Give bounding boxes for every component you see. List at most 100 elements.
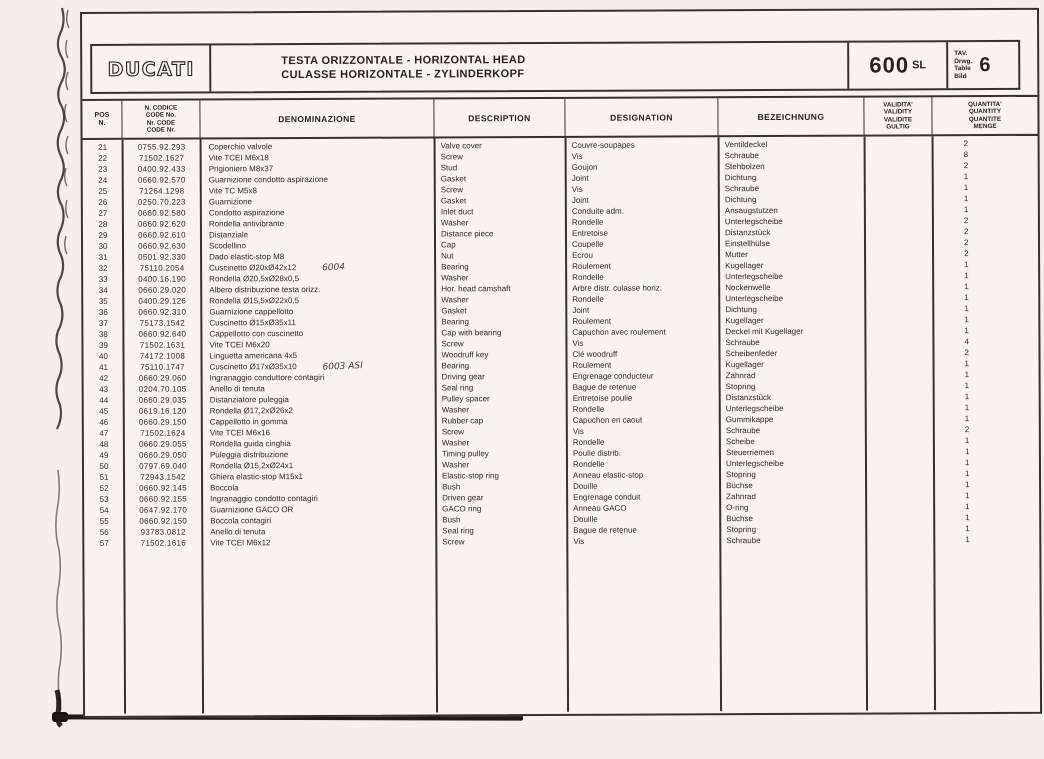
table-cell: 1 (964, 447, 970, 457)
table-cell: 1 (965, 513, 970, 523)
table-cell (865, 270, 933, 281)
table-cell: Rondelle (572, 459, 605, 469)
table-cell (866, 534, 934, 545)
table-cell: 1 (963, 172, 969, 182)
model-badge: 600 SL (849, 42, 949, 89)
model-number: 600 (869, 52, 910, 78)
table-cell: Woodruff key (441, 350, 489, 360)
table-cell: 48 (99, 439, 109, 449)
table-cell: GACO ring (442, 504, 482, 514)
table-cell (865, 336, 933, 347)
table-cell: 30 (98, 241, 108, 251)
table-cell: 55 (99, 516, 109, 526)
table-cell: 54 (99, 505, 109, 515)
svg-text:DUCATI: DUCATI (107, 59, 195, 81)
table-cell: 71502.1624 (140, 428, 186, 438)
table-cell: Screw (442, 537, 465, 547)
table-body-rows: 21 0755.92.293 Coperchio valvole Valve cove… (83, 138, 1040, 549)
table-cell: 0660.29.150 (138, 417, 187, 427)
table-cell: 22 (98, 153, 108, 163)
table-cell: 1 (964, 271, 969, 281)
table-cell: 0660.92.630 (138, 241, 186, 251)
page-title: TESTA ORIZZONTALE - HORIZONTAL HEAD CULA… (211, 42, 850, 92)
table-cell: 29 (98, 230, 108, 240)
table-cell (865, 138, 933, 149)
drawing-labels: TAV. Drwg. Table Bild (954, 50, 973, 80)
table-cell (866, 501, 934, 512)
table-cell: 1 (964, 282, 969, 292)
table-cell (865, 347, 933, 358)
table-cell (866, 490, 934, 501)
table-cell: 1 (964, 370, 970, 380)
table-cell: Washer (441, 295, 469, 305)
table-cell: Driving gear (441, 372, 485, 382)
table-cell: Rondelle (572, 294, 604, 304)
col-header-bezeichnung: BEZEICHNUNG (718, 97, 865, 136)
table-cell: Büchse (726, 481, 753, 491)
table-cell (865, 149, 933, 160)
table-cell (866, 435, 934, 446)
table-cell: Anneau GACO (573, 503, 627, 513)
table-cell: Büchse (726, 514, 753, 524)
table-cell: 35 (98, 296, 108, 306)
table-cell: Washer (441, 405, 470, 415)
table-cell: Stud (440, 163, 458, 173)
table-cell (866, 402, 934, 413)
table-cell: 0660.92.620 (138, 219, 186, 229)
table-cell: Einstellhülse (724, 238, 770, 249)
table-cell: Bague de retenue (573, 525, 637, 535)
table-cell: 44 (99, 395, 109, 405)
table-cell: Poulie distrib. (572, 448, 621, 458)
table-cell: 1 (963, 183, 969, 193)
table-cell: Seal ring (441, 383, 474, 393)
table-cell: 1 (964, 315, 969, 325)
table-cell: Vis (572, 338, 584, 348)
table-cell: Anneau elastic-stop (573, 470, 644, 480)
table-cell (866, 457, 934, 468)
table-cell: Mutter (725, 250, 748, 260)
table-cell: Inlet duct (440, 207, 474, 217)
table-cell: Zahnrad (726, 492, 756, 502)
table-cell: Unterlegscheibe (724, 216, 783, 227)
table-cell: 2 (963, 227, 969, 237)
table-cell: 1 (964, 403, 970, 413)
table-cell: Hor. head camshaft (441, 284, 511, 294)
table-cell: Schraube (724, 184, 760, 194)
table-cell: Goujon (571, 162, 598, 172)
table-cell: 8 (963, 150, 969, 160)
table-cell (865, 193, 933, 204)
table-cell: 27 (98, 208, 108, 218)
table-cell: Bearing (441, 317, 469, 327)
title-line-1: TESTA ORIZZONTALE - HORIZONTAL HEAD (281, 54, 526, 68)
table-cell: 38 (98, 329, 108, 339)
table-cell: Arbre distr. culasse horiz. (572, 283, 663, 293)
table-cell: 26 (98, 197, 108, 207)
col-header-pos: POS N. (82, 100, 123, 138)
table-cell: Ecrou (572, 250, 593, 260)
table-cell: 0660.29.050 (139, 450, 187, 460)
table-cell: Roulement (572, 316, 612, 326)
table-cell: 2 (963, 238, 969, 248)
table-cell: Engrenage conduit (573, 492, 641, 502)
table-cell: Scheibe (725, 437, 755, 447)
table-cell: 24 (98, 175, 108, 185)
table-cell: 0660.92.640 (138, 329, 187, 339)
table-cell (866, 369, 934, 380)
table-cell: 74172.1008 (139, 351, 186, 361)
table-cell: Bague de retenue (572, 382, 637, 392)
table-cell: 71264.1298 (139, 186, 185, 196)
table-cell: Scheibenfeder (725, 348, 778, 359)
table-cell: 0660.92.155 (139, 494, 188, 504)
table-cell: Screw (440, 185, 464, 195)
table-cell: Unterlegscheibe (725, 293, 784, 304)
table-cell: 0660.92.610 (138, 230, 186, 240)
table-cell (866, 413, 934, 424)
table-cell (865, 204, 933, 215)
table-cell: Screw (440, 152, 463, 162)
table-cell: Timing pulley (441, 449, 489, 459)
table-cell: 1 (965, 502, 970, 512)
drawing-number: 6 (979, 53, 991, 76)
table-cell: Schraube (724, 151, 759, 161)
table-cell: Vite TCEI M6x12 (210, 538, 271, 548)
table-cell: 0400.16.190 (138, 274, 187, 284)
